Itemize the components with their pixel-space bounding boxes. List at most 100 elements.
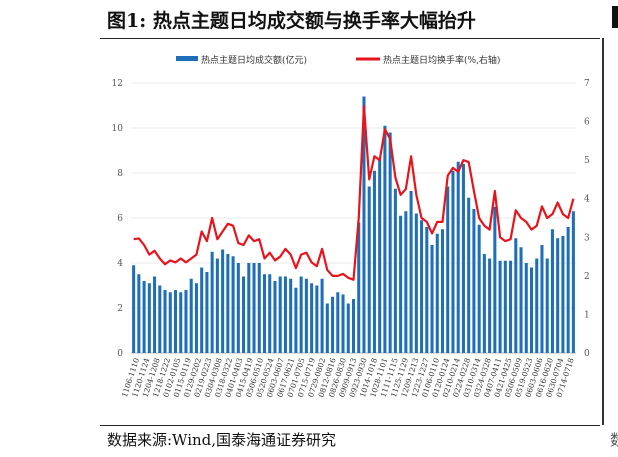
bar xyxy=(247,263,251,353)
bottom-rule xyxy=(100,425,600,426)
right-tick-label: 1 xyxy=(584,310,590,320)
figure-title: 图1: 热点主题日均成交额与换手率大幅抬升 xyxy=(107,10,476,32)
bar xyxy=(493,206,497,353)
bar xyxy=(142,281,146,353)
bar xyxy=(231,256,235,353)
bar xyxy=(236,263,240,353)
left-tick-label: 10 xyxy=(112,124,124,134)
bar xyxy=(331,296,335,353)
bar xyxy=(378,159,382,353)
bar xyxy=(189,278,193,353)
bar xyxy=(535,258,539,353)
bar xyxy=(179,292,183,353)
bar xyxy=(404,211,408,353)
bar xyxy=(163,290,167,353)
bar xyxy=(425,227,429,353)
bar xyxy=(461,164,465,353)
bar-series xyxy=(132,96,575,353)
bar xyxy=(168,292,172,353)
bar xyxy=(399,215,403,353)
bar xyxy=(540,245,544,353)
left-tick-label: 12 xyxy=(112,79,123,89)
right-tick-label: 4 xyxy=(584,195,590,205)
bar xyxy=(477,224,481,353)
left-tick-label: 2 xyxy=(117,304,123,314)
left-tick-label: 8 xyxy=(117,169,123,179)
left-tick-label: 4 xyxy=(117,259,123,269)
bar xyxy=(184,290,188,353)
bar xyxy=(351,299,356,353)
left-tick-label: 0 xyxy=(117,349,123,359)
bar xyxy=(503,260,507,353)
bar xyxy=(268,274,272,353)
right-divider xyxy=(602,38,604,425)
bar xyxy=(409,191,413,353)
bar xyxy=(215,258,219,353)
bar xyxy=(137,274,141,353)
bar xyxy=(289,278,293,353)
bar xyxy=(173,290,178,353)
bar xyxy=(472,209,476,353)
bar xyxy=(388,132,392,353)
right-axis: 0 1 2 3 4 5 6 7 xyxy=(584,79,590,359)
legend: 热点主题日均成交额(亿元) 热点主题日均换手率(%,右轴) xyxy=(176,54,500,66)
bar xyxy=(341,294,345,353)
bar xyxy=(153,276,157,353)
x-axis: 1106-11101120-11241204-12081218-12220102… xyxy=(120,357,576,399)
bar xyxy=(420,220,424,353)
bar xyxy=(294,287,298,353)
bar xyxy=(205,272,209,353)
bar xyxy=(278,276,282,353)
bar xyxy=(357,222,361,353)
left-tick-label: 6 xyxy=(117,214,123,224)
bar xyxy=(372,170,376,353)
bar xyxy=(566,227,570,353)
bar xyxy=(446,186,450,353)
line-series xyxy=(133,105,575,281)
bar xyxy=(304,278,308,353)
bar xyxy=(346,303,350,353)
bar xyxy=(132,265,136,353)
bar xyxy=(252,263,256,353)
top-rule xyxy=(100,38,600,39)
source-note: 数据来源:Wind,国泰海通证券研究 xyxy=(107,431,337,449)
bar xyxy=(545,258,549,353)
bar xyxy=(257,263,261,353)
bar xyxy=(200,267,204,353)
bar xyxy=(561,236,565,353)
bar xyxy=(325,303,329,353)
bar xyxy=(571,211,575,353)
bar xyxy=(519,247,523,353)
bar xyxy=(529,267,534,353)
bar xyxy=(299,276,303,353)
left-axis: 0 2 4 6 8 10 12 xyxy=(112,79,124,359)
bar xyxy=(514,238,518,353)
bar xyxy=(414,213,418,353)
bar xyxy=(451,170,455,353)
legend-bar-swatch xyxy=(176,56,198,61)
adjacent-source-fragment: 数 xyxy=(610,431,618,449)
bar xyxy=(283,276,287,353)
bar xyxy=(315,285,319,353)
adjacent-figure-edge xyxy=(612,6,618,28)
right-tick-label: 5 xyxy=(584,156,590,166)
chart: 热点主题日均成交额(亿元) 热点主题日均换手率(%,右轴) 024681012 … xyxy=(112,54,590,399)
bar xyxy=(383,125,387,353)
bar xyxy=(498,260,502,353)
bar xyxy=(556,238,560,353)
bar xyxy=(194,283,198,353)
bar xyxy=(456,161,460,353)
bar xyxy=(242,276,246,353)
right-tick-label: 6 xyxy=(584,118,590,128)
legend-bar-label: 热点主题日均成交额(亿元) xyxy=(201,54,307,66)
right-tick-label: 7 xyxy=(584,79,590,89)
bar xyxy=(273,281,277,353)
bar xyxy=(488,258,492,353)
right-tick-label: 0 xyxy=(584,349,590,359)
bar xyxy=(367,186,371,353)
bar xyxy=(362,96,366,353)
bar xyxy=(210,251,214,353)
bar xyxy=(147,283,151,353)
bar xyxy=(430,245,434,353)
bar xyxy=(435,233,439,353)
